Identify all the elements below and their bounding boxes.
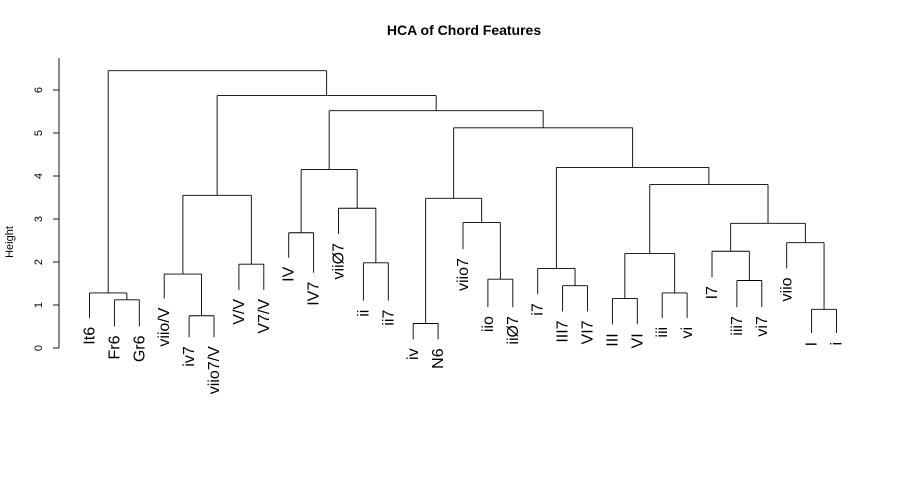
- leaf-label: IV: [281, 266, 298, 281]
- leaf-label: i: [829, 342, 846, 346]
- leaf-label: It6: [82, 327, 99, 345]
- chart-title: HCA of Chord Features: [387, 22, 541, 38]
- leaf-label: ii: [355, 310, 372, 317]
- leaf-label: iii: [654, 327, 671, 338]
- leaf-label: IV7: [306, 282, 323, 306]
- leaf-label: i7: [530, 303, 547, 316]
- y-axis-label: Height: [4, 226, 16, 258]
- leaf-label: viio/V: [156, 307, 173, 346]
- y-axis-ticks: 0 1 2 3 4 5 6: [33, 87, 59, 351]
- leaf-label: I: [804, 342, 821, 346]
- leaf-label: VI: [629, 333, 646, 348]
- leaf-label: viiØ7: [331, 243, 348, 280]
- leaf-label: III7: [555, 320, 572, 342]
- y-tick-label: 3: [33, 216, 45, 222]
- leaf-label: iv7: [181, 346, 198, 367]
- leaf-label: Gr6: [131, 335, 148, 362]
- leaf-label: V/V: [231, 299, 248, 325]
- leaf-label: iv: [405, 348, 422, 360]
- y-tick-label: 1: [33, 302, 45, 308]
- leaf-label: V7/V: [256, 299, 273, 334]
- leaf-label: vi: [679, 327, 696, 339]
- leaf-label: viio: [779, 277, 796, 301]
- y-tick-label: 2: [33, 259, 45, 265]
- y-tick-label: 0: [33, 345, 45, 351]
- leaf-label: Fr6: [106, 335, 123, 359]
- y-tick-label: 6: [33, 87, 45, 93]
- leaf-label: iio: [480, 316, 497, 332]
- leaf-label: III: [604, 333, 621, 346]
- leaf-label: I7: [704, 286, 721, 299]
- leaf-label: vi7: [754, 316, 771, 337]
- y-tick-label: 4: [33, 173, 45, 179]
- leaf-label: iiØ7: [505, 316, 522, 345]
- dendrogram-branches: [89, 70, 837, 340]
- leaf-label: N6: [430, 348, 447, 369]
- leaf-label: VI7: [580, 320, 597, 344]
- y-tick-label: 5: [33, 130, 45, 136]
- leaf-label: viio7/V: [206, 346, 223, 394]
- leaf-label: iii7: [729, 316, 746, 336]
- leaf-label: ii7: [380, 310, 397, 326]
- leaf-label: viio7: [455, 258, 472, 291]
